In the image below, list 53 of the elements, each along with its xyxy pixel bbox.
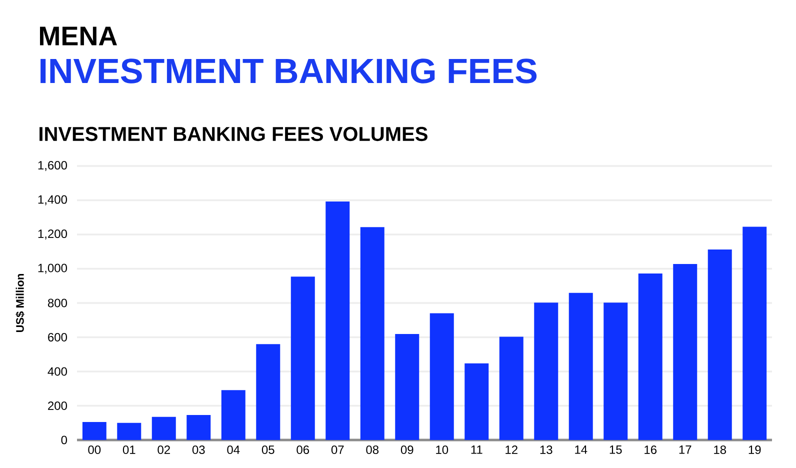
x-tick-label: 01 [122,446,136,454]
x-tick-label: 03 [192,446,205,454]
x-tick-label: 09 [400,446,414,454]
bar [742,226,767,440]
bar [82,422,106,440]
x-tick-label: 00 [88,446,101,454]
bar [499,336,524,440]
x-tick-label: 14 [575,446,588,454]
bar [360,227,384,440]
chart-subtitle: INVESTMENT BANKING FEES [40,58,537,84]
x-tick-label: 16 [644,446,657,454]
bar [117,422,142,440]
y-tick-label: 0 [61,436,68,444]
bar [152,416,176,440]
x-tick-label: 11 [471,446,482,454]
bar [464,363,489,440]
y-tick-label: 800 [48,298,68,308]
y-axis-title: US$ Million [16,274,25,332]
y-tick-label: 1,000 [38,264,68,274]
y-tick-label: 1,200 [38,230,68,240]
bar [221,390,246,440]
x-tick-label: 05 [262,446,274,454]
bar [290,276,315,440]
bar [534,302,558,440]
bar [673,264,698,440]
x-tick-label: 02 [158,446,170,454]
bar [638,274,662,440]
x-tick-label: 06 [296,446,310,454]
y-tick-label: 200 [48,401,68,410]
x-tick-label: 07 [331,446,344,454]
x-tick-label: 12 [506,446,518,454]
y-tick-label: 1,400 [38,195,68,206]
chart-title: MENA [40,26,117,46]
bar [604,302,628,440]
x-tick-label: 18 [714,446,726,454]
bar [256,344,280,440]
x-tick-label: 17 [679,446,692,454]
x-tick-label: 08 [366,446,379,454]
x-tick-label: 15 [610,446,622,454]
x-tick-label: 04 [227,446,240,454]
y-tick-label: 1,600 [38,161,68,171]
x-tick-label: 19 [748,446,761,454]
bar [568,292,593,440]
x-tick-label: 13 [540,446,552,454]
text: INVESTMENT BANKING FEES VOLUMES [40,126,428,142]
x-tick-label: 10 [436,446,448,454]
bar [708,250,732,440]
y-tick-label: 400 [48,367,68,376]
bar [326,201,350,440]
bar [395,334,420,440]
bar [430,313,454,440]
bar [186,414,211,440]
y-tick-label: 600 [48,332,68,342]
